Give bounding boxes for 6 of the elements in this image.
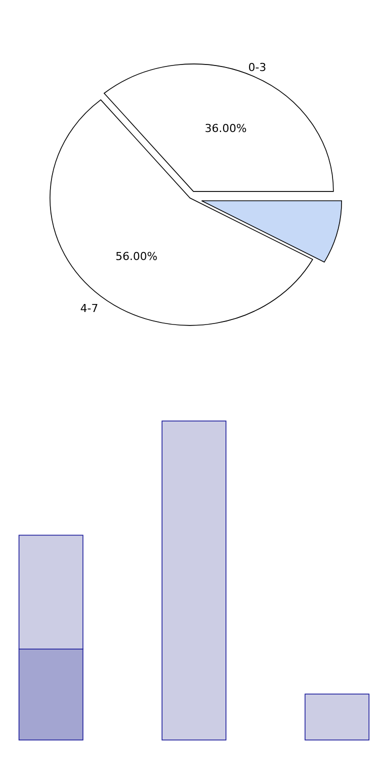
bar — [162, 420, 226, 740]
slice-label: 4-7 — [80, 302, 98, 315]
slice-label: 0-3 — [248, 60, 266, 74]
data-label: 56.00% — [115, 250, 158, 263]
bar — [304, 694, 370, 740]
data-label: 36.00% — [204, 122, 247, 135]
